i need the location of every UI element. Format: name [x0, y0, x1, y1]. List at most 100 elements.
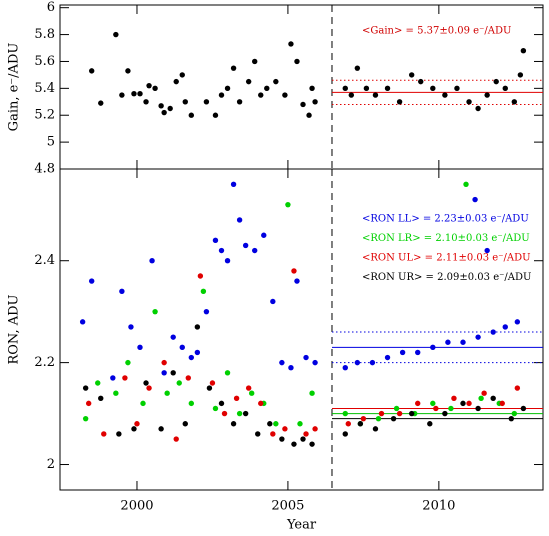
point [415, 349, 421, 356]
point [384, 85, 391, 92]
point [110, 375, 116, 381]
point [342, 85, 348, 92]
point [143, 99, 149, 105]
point [369, 359, 376, 366]
point [348, 92, 355, 98]
point [224, 370, 231, 376]
point [312, 99, 318, 105]
point [233, 395, 240, 401]
point [306, 112, 312, 118]
point [194, 324, 201, 330]
point [288, 365, 294, 371]
y-tick-label: 2.2 [34, 355, 55, 370]
point [140, 400, 146, 407]
point [206, 385, 213, 391]
point [282, 92, 288, 98]
point [502, 85, 508, 92]
point [460, 339, 466, 345]
point [212, 405, 219, 412]
point [430, 400, 436, 407]
point [475, 105, 481, 112]
point [484, 92, 490, 98]
point [511, 99, 518, 105]
point [372, 426, 379, 432]
point [170, 370, 176, 376]
point [176, 380, 182, 386]
x-tick-label: 2000 [120, 499, 153, 514]
point [399, 349, 406, 356]
point [179, 344, 185, 351]
point [212, 112, 219, 118]
point [309, 390, 315, 396]
point [309, 85, 315, 92]
point [258, 400, 264, 407]
point [466, 99, 472, 105]
point [481, 390, 487, 396]
point [279, 359, 285, 366]
point [475, 405, 481, 412]
point [261, 232, 267, 238]
point [203, 99, 210, 105]
point [415, 400, 421, 407]
point [242, 242, 249, 249]
point [224, 85, 231, 92]
point [442, 92, 448, 98]
point [95, 380, 101, 386]
point [98, 395, 104, 401]
point [294, 58, 300, 65]
point [354, 65, 361, 71]
point [230, 65, 237, 71]
point [88, 278, 95, 284]
point [430, 85, 436, 92]
point [164, 390, 170, 396]
point [354, 359, 361, 366]
y-axis-label: Gain, e⁻/ADU [7, 43, 22, 132]
point [478, 395, 484, 401]
point [384, 354, 391, 361]
point [288, 41, 294, 47]
point [188, 112, 195, 118]
point [119, 288, 125, 294]
point [499, 400, 505, 407]
point [236, 410, 243, 417]
point [245, 78, 252, 85]
point [131, 91, 137, 97]
point [270, 431, 276, 437]
point [236, 217, 243, 223]
y-tick-label: 5.2 [34, 108, 55, 123]
point [113, 31, 119, 38]
point [188, 354, 195, 361]
point [463, 181, 469, 187]
point [218, 92, 225, 98]
point [282, 426, 288, 432]
point [82, 385, 89, 391]
y-tick-label: 6 [47, 0, 55, 15]
point [490, 395, 496, 401]
point [378, 410, 385, 417]
point [264, 85, 270, 92]
point [125, 68, 131, 74]
point [158, 426, 164, 432]
point [342, 410, 348, 417]
point [451, 395, 457, 401]
point [182, 99, 188, 105]
point [408, 410, 415, 417]
point [82, 415, 89, 422]
point [285, 201, 291, 208]
legend-entry: <RON UR> = 2.09±0.03 e⁻/ADU [362, 272, 531, 283]
point [484, 247, 490, 254]
point [291, 268, 297, 274]
point [427, 421, 433, 427]
point [149, 258, 155, 264]
point [396, 410, 403, 417]
point [303, 354, 309, 361]
point [185, 375, 191, 381]
point [490, 329, 496, 335]
point [98, 100, 104, 106]
point [252, 58, 258, 65]
point [520, 48, 527, 54]
point [408, 72, 415, 78]
point [291, 441, 297, 447]
point [203, 308, 210, 315]
